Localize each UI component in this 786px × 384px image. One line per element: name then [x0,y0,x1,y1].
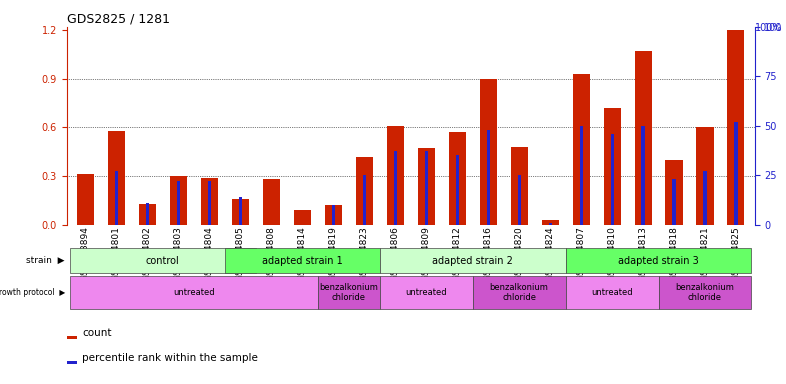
Text: percentile rank within the sample: percentile rank within the sample [82,353,258,363]
Bar [115,171,118,225]
Bar [659,276,751,309]
Bar [380,276,472,309]
Bar [332,205,335,225]
Bar [67,361,77,364]
Text: untreated: untreated [591,288,633,297]
Text: strain  ▶: strain ▶ [26,256,64,265]
Bar [703,171,707,225]
Bar [549,223,552,225]
Bar [456,156,459,225]
Y-axis label: 100%: 100% [755,23,782,33]
Bar [77,174,94,225]
Bar [380,248,566,273]
Bar [70,248,255,273]
Bar [424,151,428,225]
Text: count: count [82,328,112,338]
Text: GDS2825 / 1281: GDS2825 / 1281 [67,13,170,26]
Bar [200,178,218,225]
Text: control: control [146,256,180,266]
Bar [579,126,582,225]
Text: untreated: untreated [406,288,447,297]
Bar [318,276,380,309]
Bar [734,122,737,225]
Bar [641,126,645,225]
Bar [177,181,180,225]
Bar [67,336,77,339]
Bar [673,179,675,225]
Bar [232,199,249,225]
Bar [108,131,125,225]
Bar [208,181,211,225]
Bar [572,74,590,225]
Bar [294,210,310,225]
Bar [479,79,497,225]
Bar [517,175,520,225]
Bar [146,203,149,225]
Bar [542,220,559,225]
Text: benzalkonium
chloride: benzalkonium chloride [490,283,549,303]
Text: benzalkonium
chloride: benzalkonium chloride [319,283,378,303]
Bar [487,130,490,225]
Bar [728,30,744,225]
Text: adapted strain 2: adapted strain 2 [432,256,513,266]
Bar [566,276,659,309]
Text: growth protocol  ▶: growth protocol ▶ [0,288,64,297]
Bar [449,132,465,225]
Bar [239,197,242,225]
Bar [387,126,404,225]
Text: benzalkonium
chloride: benzalkonium chloride [675,283,734,303]
Text: adapted strain 1: adapted strain 1 [262,256,343,266]
Bar [225,248,380,273]
Text: adapted strain 3: adapted strain 3 [618,256,699,266]
Bar [511,147,527,225]
Bar [356,157,373,225]
Bar [472,276,566,309]
Bar [70,276,318,309]
Bar [362,175,365,225]
Bar [604,108,621,225]
Bar [417,149,435,225]
Text: untreated: untreated [173,288,215,297]
Bar [170,176,187,225]
Bar [634,51,652,225]
Bar [611,134,614,225]
Bar [394,151,397,225]
Bar [263,179,280,225]
Bar [666,160,682,225]
Bar [566,248,751,273]
Bar [139,204,156,225]
Bar [696,127,714,225]
Bar [325,205,342,225]
